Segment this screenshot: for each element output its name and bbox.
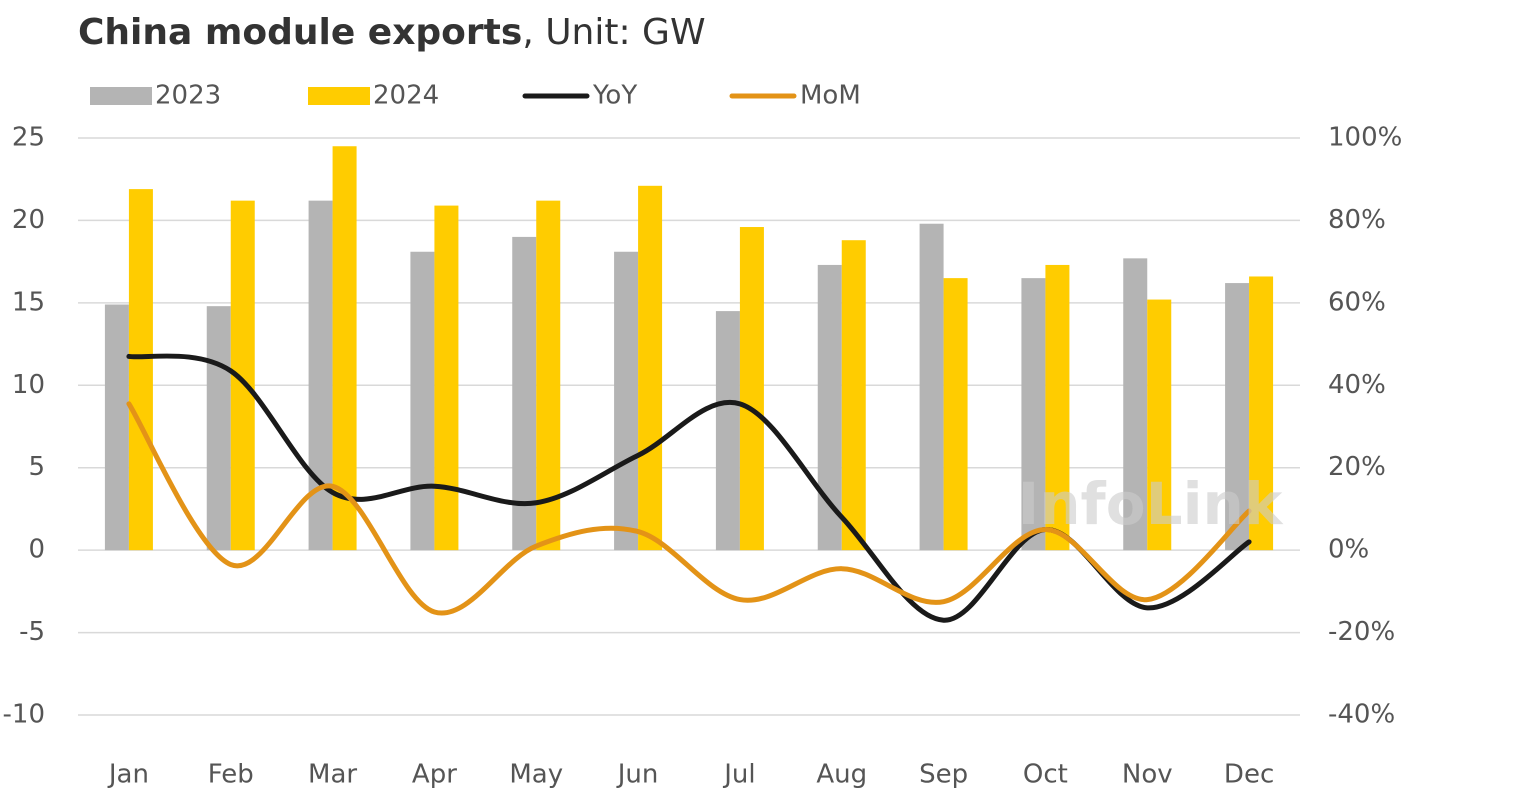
bar <box>943 278 968 551</box>
legend-swatch <box>308 87 370 105</box>
chart-title: China module exports, Unit: GW <box>78 12 706 53</box>
x-tick-label: Aug <box>816 760 867 790</box>
x-tick-label: Jan <box>107 760 149 790</box>
line-series <box>126 401 1252 616</box>
y2-tick-label: 40% <box>1328 370 1386 400</box>
bar <box>919 223 944 551</box>
bar <box>206 306 231 551</box>
legend-label: YoY <box>592 81 637 111</box>
y-tick-label: 20 <box>12 205 45 235</box>
y2-tick-label: 20% <box>1328 452 1386 482</box>
y2-tick-label: -40% <box>1328 700 1395 730</box>
y2-tick-label: 100% <box>1328 123 1402 153</box>
bar <box>410 251 435 551</box>
legend-swatch <box>90 87 152 105</box>
bar <box>1045 264 1070 551</box>
y-tick-label: 10 <box>12 370 45 400</box>
y-tick-label: 5 <box>28 452 45 482</box>
subtitle: , Unit: GW <box>522 12 705 53</box>
bar <box>308 200 333 551</box>
title: China module exports <box>78 12 522 53</box>
x-tick-label: Oct <box>1023 760 1068 790</box>
x-tick-label: Nov <box>1122 760 1173 790</box>
legend-label: MoM <box>800 81 861 111</box>
bar <box>638 185 663 551</box>
bar <box>128 189 153 551</box>
y-tick-label: 15 <box>12 287 45 317</box>
bar <box>715 311 740 551</box>
bar <box>332 146 357 551</box>
bar <box>817 264 842 551</box>
y-tick-label: 0 <box>28 535 45 565</box>
legend-label: 2023 <box>155 81 221 111</box>
x-tick-label: Mar <box>308 760 357 790</box>
watermark: InfoLink <box>1018 470 1284 538</box>
bar <box>1249 276 1274 551</box>
y-tick-label: -5 <box>19 617 45 647</box>
bar <box>1123 258 1148 551</box>
x-tick-label: Jun <box>616 760 659 790</box>
x-tick-label: May <box>509 760 563 790</box>
y2-tick-label: 80% <box>1328 205 1386 235</box>
y2-tick-label: 0% <box>1328 535 1369 565</box>
bar <box>841 240 866 551</box>
bar <box>104 304 129 551</box>
bar <box>1021 278 1046 551</box>
legend-label: 2024 <box>373 81 439 111</box>
bar <box>739 227 764 551</box>
y-tick-label: 25 <box>12 123 45 153</box>
x-tick-label: Apr <box>412 760 457 790</box>
bar <box>1225 283 1250 551</box>
bar <box>434 205 459 551</box>
bar <box>512 236 537 551</box>
bar <box>614 251 639 551</box>
y2-tick-label: 60% <box>1328 287 1386 317</box>
x-tick-label: Jul <box>722 760 755 790</box>
x-tick-label: Sep <box>919 760 968 790</box>
y-tick-label: -10 <box>3 700 45 730</box>
bar <box>536 200 561 551</box>
bar <box>1147 299 1172 551</box>
y2-tick-label: -20% <box>1328 617 1395 647</box>
x-tick-label: Feb <box>208 760 254 790</box>
x-tick-label: Dec <box>1224 760 1274 790</box>
